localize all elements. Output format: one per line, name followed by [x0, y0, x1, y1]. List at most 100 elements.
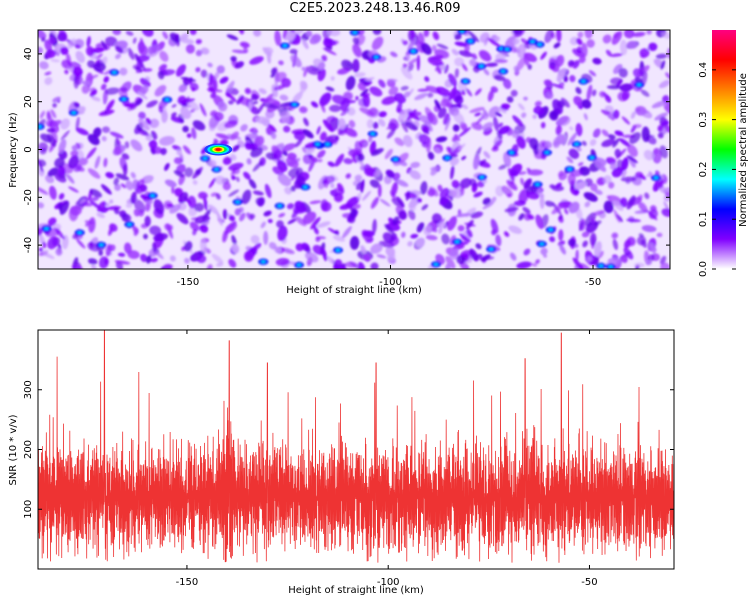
heatmap-cell — [647, 254, 655, 262]
heatmap-cell — [384, 224, 395, 234]
heatmap-cell — [558, 229, 564, 241]
heatmap-cell — [340, 108, 350, 116]
heatmap-cell — [225, 91, 237, 103]
heatmap-cell — [611, 167, 624, 178]
heatmap-cell — [179, 37, 195, 44]
heatmap-cell — [94, 155, 101, 169]
heatmap-cell — [370, 196, 379, 209]
heatmap-cell — [215, 175, 226, 185]
heatmap-cell — [224, 120, 238, 129]
heatmap-cell — [634, 81, 645, 89]
heatmap-cell — [228, 189, 240, 197]
heatmap-cell — [213, 71, 220, 80]
heatmap-cell — [38, 186, 49, 195]
heatmap-cell — [379, 198, 391, 207]
heatmap-cell — [549, 64, 556, 70]
heatmap-cell — [466, 228, 473, 238]
heatmap-cell — [370, 262, 379, 269]
heatmap-cell — [648, 42, 658, 52]
snr-x-tick-label: -150 — [176, 577, 199, 588]
heatmap-cell — [164, 223, 172, 231]
heatmap-x-axis-label: Height of straight line (km) — [286, 285, 422, 296]
heatmap-cell — [459, 177, 472, 189]
heatmap-cell — [118, 87, 128, 99]
heatmap-cell — [264, 46, 274, 55]
heatmap-cell — [422, 128, 430, 135]
heatmap-cell — [513, 200, 526, 207]
heatmap-cell — [546, 92, 552, 99]
heatmap-y-tick-label: 40 — [23, 48, 34, 61]
heatmap-cell — [434, 99, 441, 110]
heatmap-cell — [45, 120, 52, 127]
heatmap-cell — [334, 153, 345, 167]
heatmap-cell — [549, 236, 556, 243]
heatmap-cell — [203, 196, 208, 211]
heatmap-cell — [140, 194, 150, 201]
heatmap-cell — [235, 176, 240, 182]
heatmap-cell — [173, 170, 185, 178]
heatmap-cell — [105, 87, 120, 95]
heatmap-cell — [372, 219, 377, 234]
heatmap-cell — [169, 255, 176, 262]
heatmap-cell — [340, 98, 350, 112]
heatmap-cell — [394, 93, 406, 104]
heatmap-cell — [510, 180, 515, 185]
heatmap-cell — [523, 96, 528, 101]
heatmap-cell — [228, 162, 244, 171]
heatmap-cell — [381, 96, 397, 105]
heatmap-cell — [581, 99, 592, 109]
heatmap-cell — [90, 196, 99, 202]
heatmap-cell — [460, 249, 472, 258]
heatmap-cell — [89, 188, 103, 198]
heatmap-cell — [253, 30, 262, 37]
heatmap-cell — [365, 237, 374, 244]
heatmap-cell — [222, 156, 232, 165]
heatmap-cell — [68, 186, 79, 193]
heatmap-cell — [566, 156, 574, 164]
heatmap-cell — [610, 53, 623, 57]
heatmap-cell — [115, 173, 130, 181]
heatmap-cell — [147, 192, 158, 199]
heatmap-cell — [612, 109, 620, 119]
heatmap-cell — [446, 188, 462, 199]
heatmap-cell — [512, 115, 524, 127]
heatmap-cell — [95, 53, 103, 60]
heatmap-cell — [601, 129, 609, 137]
heatmap-cell — [445, 256, 456, 269]
heatmap-cell — [397, 152, 409, 163]
heatmap-cell — [145, 175, 153, 184]
heatmap-cell — [640, 53, 647, 59]
heatmap-cell — [176, 149, 183, 156]
heatmap-cell — [586, 39, 595, 48]
heatmap-cell — [310, 101, 319, 108]
heatmap-cell — [516, 261, 532, 269]
heatmap-cell — [666, 47, 670, 59]
heatmap-cell — [532, 114, 537, 120]
heatmap-cell — [640, 89, 650, 97]
heatmap-cell — [322, 248, 328, 262]
heatmap-cell — [423, 225, 433, 236]
heatmap-cell — [389, 118, 400, 130]
snr-y-tick-label: 200 — [23, 440, 34, 459]
heatmap-cell — [606, 195, 611, 200]
heatmap-y-tick-label: -40 — [23, 237, 34, 253]
heatmap-cell — [47, 167, 59, 177]
heatmap-cell — [255, 116, 270, 124]
heatmap-cell — [483, 151, 491, 159]
heatmap-cell — [52, 102, 57, 108]
heatmap-cell — [638, 201, 648, 213]
heatmap-cell — [647, 242, 656, 254]
heatmap-cell — [96, 212, 105, 219]
heatmap-cell — [114, 183, 121, 191]
heatmap-cell — [506, 149, 517, 156]
heatmap-cell — [475, 243, 482, 250]
colorbar-label: Normalized spectral amplitude — [738, 73, 749, 227]
heatmap-cell — [407, 63, 414, 72]
heatmap-cell — [301, 66, 306, 71]
heatmap-cell — [477, 160, 491, 168]
heatmap-cell — [149, 118, 160, 129]
heatmap-cell — [87, 60, 96, 68]
heatmap-cell — [586, 84, 593, 101]
snr-x-ticks: -150 -100 -50 — [176, 330, 598, 588]
heatmap-cell — [517, 43, 526, 59]
